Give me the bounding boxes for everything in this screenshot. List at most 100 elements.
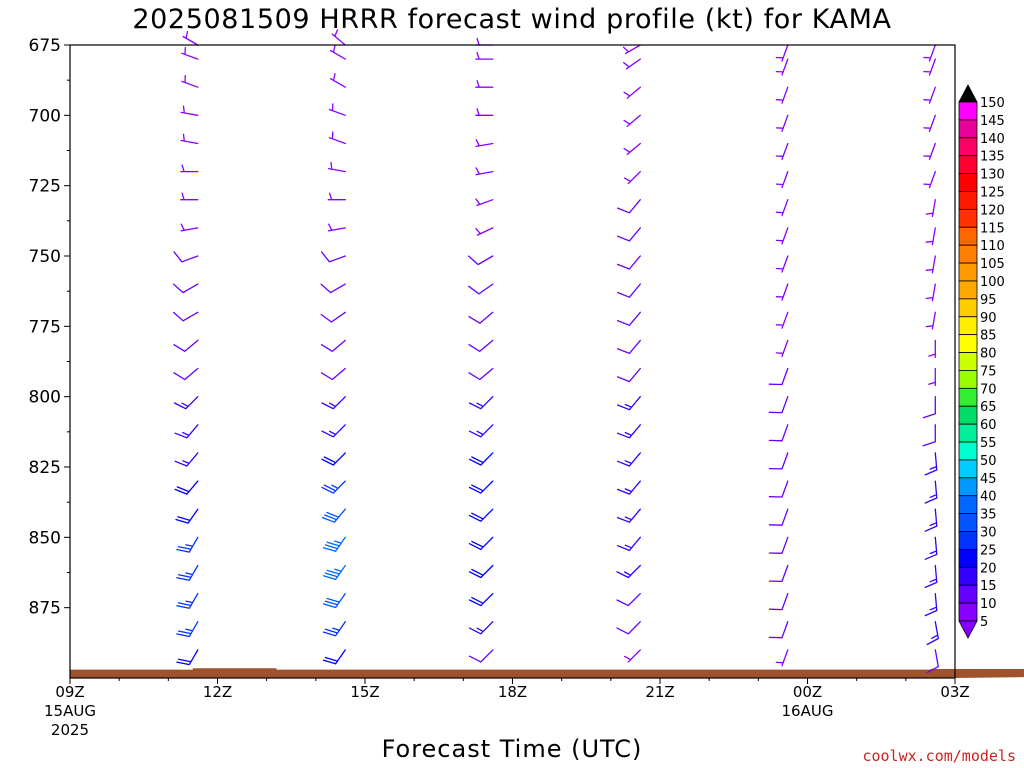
colorbar-label: 120 xyxy=(980,203,1005,218)
wind-barb xyxy=(616,592,641,607)
wind-barb xyxy=(924,564,938,589)
wind-barb xyxy=(172,283,199,294)
chart-title: 2025081509 HRRR forecast wind profile (k… xyxy=(132,4,891,35)
wind-barb xyxy=(923,114,936,132)
wind-barb xyxy=(468,283,494,295)
wind-barb xyxy=(923,44,936,62)
wind-barb xyxy=(622,44,641,55)
wind-barb xyxy=(775,114,789,132)
colorbar-swatch xyxy=(958,602,978,622)
wind-barb xyxy=(176,536,199,553)
x-tick-date: 15AUG xyxy=(44,702,96,720)
colorbar-label: 100 xyxy=(980,275,1005,290)
wind-barb xyxy=(768,536,789,554)
colorbar-swatch xyxy=(958,423,978,443)
colorbar-label: 115 xyxy=(980,221,1005,236)
wind-barb xyxy=(924,536,938,560)
wind-barb xyxy=(468,536,494,551)
wind-barb xyxy=(182,30,199,46)
wind-barb xyxy=(768,508,789,526)
wind-barb xyxy=(925,283,936,302)
wind-barb xyxy=(173,339,199,352)
wind-barb xyxy=(468,480,494,494)
wind-barb xyxy=(623,114,641,127)
x-axis-label: Forecast Time (UTC) xyxy=(382,735,643,763)
colorbar-label: 135 xyxy=(980,150,1005,165)
wind-barb xyxy=(775,58,789,76)
wind-barb xyxy=(775,227,789,245)
y-tick-label: 875 xyxy=(29,599,61,619)
colorbar-swatch xyxy=(958,441,978,461)
wind-barb xyxy=(922,424,936,447)
wind-barb xyxy=(320,339,346,352)
wind-barb xyxy=(768,621,789,639)
colorbar-swatch xyxy=(958,244,978,264)
colorbar-swatch xyxy=(958,531,978,550)
colorbar-label: 95 xyxy=(980,293,997,308)
wind-barb xyxy=(328,103,346,116)
wind-barb xyxy=(475,139,494,148)
y-tick-label: 700 xyxy=(29,106,61,126)
wind-barb xyxy=(468,311,494,324)
colorbar-label: 5 xyxy=(980,615,988,630)
colorbar-swatch xyxy=(958,584,978,604)
wind-barb xyxy=(768,452,789,470)
colorbar-swatch xyxy=(958,262,978,282)
colorbar-swatch xyxy=(958,405,978,425)
wind-barb xyxy=(322,592,346,609)
wind-barb xyxy=(320,283,346,294)
wind-barb xyxy=(616,227,641,242)
colorbar-label: 20 xyxy=(980,561,997,576)
x-tick-label: 03Z xyxy=(940,683,969,701)
wind-barb xyxy=(616,564,641,579)
wind-barb xyxy=(623,170,641,185)
wind-barb xyxy=(925,199,936,218)
x-tick-label: 18Z xyxy=(498,683,527,701)
wind-barb xyxy=(468,649,494,663)
wind-barb xyxy=(321,424,346,438)
wind-barb xyxy=(329,73,346,88)
wind-barb xyxy=(468,424,494,438)
wind-barb xyxy=(174,424,199,439)
y-tick-label: 750 xyxy=(29,247,61,267)
colorbar-label: 55 xyxy=(980,436,997,451)
wind-barb xyxy=(925,311,936,330)
colorbar-label: 145 xyxy=(980,114,1005,129)
wind-barbs xyxy=(172,29,939,674)
wind-barb xyxy=(320,311,346,323)
colorbar-swatch xyxy=(958,191,978,210)
wind-barb xyxy=(616,311,641,326)
wind-barb xyxy=(616,283,641,298)
wind-barb xyxy=(176,592,199,609)
wind-barb xyxy=(623,58,641,70)
colorbar-swatch xyxy=(958,137,978,157)
colorbar-swatch xyxy=(958,387,978,407)
wind-barb xyxy=(623,86,641,99)
wind-barb xyxy=(616,621,641,635)
y-tick-label: 825 xyxy=(29,458,61,478)
wind-barb xyxy=(928,339,936,359)
wind-barb xyxy=(623,649,641,663)
wind-barb xyxy=(923,58,936,76)
colorbar-bottom-arrow xyxy=(958,620,978,639)
colorbar-swatch xyxy=(958,477,978,497)
wind-barb xyxy=(176,649,199,666)
colorbar-label: 105 xyxy=(980,257,1005,272)
wind-barb xyxy=(180,133,199,145)
wind-barb xyxy=(923,142,936,161)
wind-barb xyxy=(775,339,789,358)
wind-barb xyxy=(923,86,936,104)
wind-barb xyxy=(180,164,199,173)
wind-barb xyxy=(320,251,346,263)
wind-barb xyxy=(475,37,494,46)
wind-barb xyxy=(775,283,789,301)
colorbar-label: 50 xyxy=(980,454,997,469)
wind-barb xyxy=(172,311,199,322)
y-tick-label: 675 xyxy=(29,36,61,56)
wind-barb xyxy=(616,339,641,355)
wind-barb xyxy=(321,396,346,410)
terrain-polygon xyxy=(70,668,1024,678)
x-tick-label: 15Z xyxy=(350,683,379,701)
x-tick-label: 09Z xyxy=(55,683,84,701)
